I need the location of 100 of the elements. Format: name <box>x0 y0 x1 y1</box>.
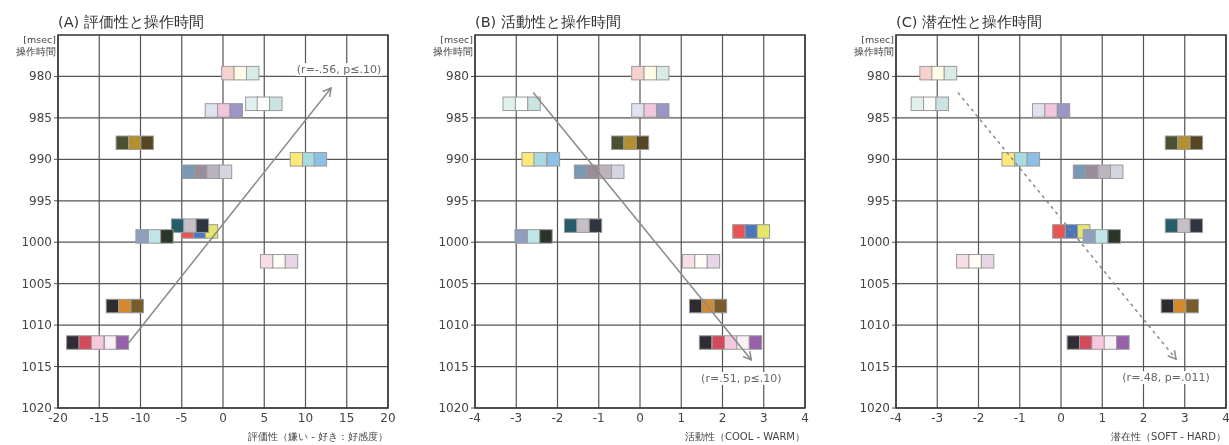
y-tick-label: 980 <box>867 69 890 84</box>
point <box>931 65 945 81</box>
y-tick-label: 1000 <box>21 235 52 250</box>
point <box>140 135 154 151</box>
y-axis-title: [msec] 操作時間 <box>433 34 473 57</box>
point <box>919 65 933 81</box>
y-tick-label: 990 <box>446 152 469 167</box>
y-tick-label: 990 <box>29 152 52 167</box>
point <box>1044 103 1058 118</box>
x-tick-label: -4 <box>890 411 902 425</box>
point <box>1079 335 1093 350</box>
point <box>736 335 750 350</box>
point <box>147 229 162 244</box>
y-tick-label: 1005 <box>859 276 890 291</box>
x-tick-label: -2 <box>551 411 564 425</box>
x-tick-label: -4 <box>469 411 481 425</box>
point <box>610 135 625 151</box>
point <box>527 96 541 112</box>
y-tick-label: 990 <box>867 152 890 167</box>
chart-title: (A) 評価性と操作時間 <box>58 14 204 30</box>
point <box>732 224 746 239</box>
point <box>610 164 625 180</box>
point <box>711 335 726 350</box>
point <box>1116 335 1130 350</box>
point <box>713 298 728 314</box>
point <box>1177 218 1191 233</box>
x-tick-label: 3 <box>759 411 768 425</box>
x-tick-label: 10 <box>297 411 314 425</box>
x-tick-label: 5 <box>260 411 269 425</box>
y-tick-label: 1010 <box>859 318 890 333</box>
point <box>521 152 535 167</box>
point <box>1072 164 1087 180</box>
annotation: (r=.51, p≤.10) <box>701 371 782 385</box>
point <box>193 164 208 180</box>
point <box>1026 152 1041 167</box>
y-tick-label: 1010 <box>438 318 469 333</box>
point <box>563 218 578 233</box>
point <box>115 335 130 350</box>
point <box>631 103 645 118</box>
x-tick-label: -5 <box>175 411 188 425</box>
point <box>935 96 949 112</box>
point <box>643 65 658 81</box>
point <box>514 96 529 112</box>
x-tick-label: -2 <box>972 411 985 425</box>
point <box>1109 164 1124 180</box>
annotation: (r=.48, p=.011) <box>1122 371 1210 385</box>
x-tick-label: 20 <box>380 411 396 425</box>
x-tick-label: 2 <box>1139 411 1148 425</box>
point <box>1056 103 1071 118</box>
y-tick-label: 1015 <box>438 359 469 374</box>
point <box>206 164 220 180</box>
y-tick-label: 995 <box>29 193 52 208</box>
y-tick-label: 1000 <box>438 235 469 250</box>
x-tick-label: 2 <box>718 411 727 425</box>
point <box>135 229 149 244</box>
point <box>78 335 92 350</box>
point <box>1052 224 1066 239</box>
point <box>1097 164 1112 180</box>
x-tick-label: 1 <box>1098 411 1107 425</box>
x-tick-label: 3 <box>1180 411 1189 425</box>
point <box>221 65 235 81</box>
point <box>1189 135 1204 151</box>
point <box>698 335 713 350</box>
x-tick-label: -3 <box>510 411 523 425</box>
x-axis-title: 評価性（嫌い - 好き：好感度） <box>248 431 388 442</box>
point <box>643 103 658 118</box>
point <box>655 65 670 81</box>
point <box>1082 229 1097 244</box>
y-tick-label: 980 <box>29 69 52 84</box>
point <box>204 103 219 118</box>
point <box>313 152 328 167</box>
y-tick-label: 980 <box>446 69 469 84</box>
x-tick-label: 0 <box>1057 411 1065 425</box>
point <box>576 218 590 233</box>
point <box>598 164 613 180</box>
x-axis-title: 活動性（COOL - WARM） <box>684 431 805 442</box>
point <box>968 254 982 269</box>
chart-title: (B) 活動性と操作時間 <box>475 14 621 30</box>
point <box>706 254 721 269</box>
point <box>623 135 637 151</box>
point <box>259 254 274 269</box>
y-axis-title: [msec] 操作時間 <box>16 34 56 57</box>
point <box>756 224 771 239</box>
y-tick-label: 1000 <box>859 235 890 250</box>
point <box>533 152 547 167</box>
y-tick-label: 985 <box>867 110 890 125</box>
point <box>229 103 243 118</box>
point <box>1031 103 1046 118</box>
point <box>183 218 197 233</box>
point <box>233 65 248 81</box>
point <box>1014 152 1028 167</box>
y-tick-label: 1005 <box>21 276 52 291</box>
point <box>631 65 645 81</box>
point <box>1084 164 1099 180</box>
point <box>1001 152 1015 167</box>
point <box>269 96 283 112</box>
x-tick-label: 1 <box>677 411 686 425</box>
y-tick-label: 1015 <box>859 359 890 374</box>
y-tick-label: 995 <box>446 193 469 208</box>
point <box>217 103 231 118</box>
